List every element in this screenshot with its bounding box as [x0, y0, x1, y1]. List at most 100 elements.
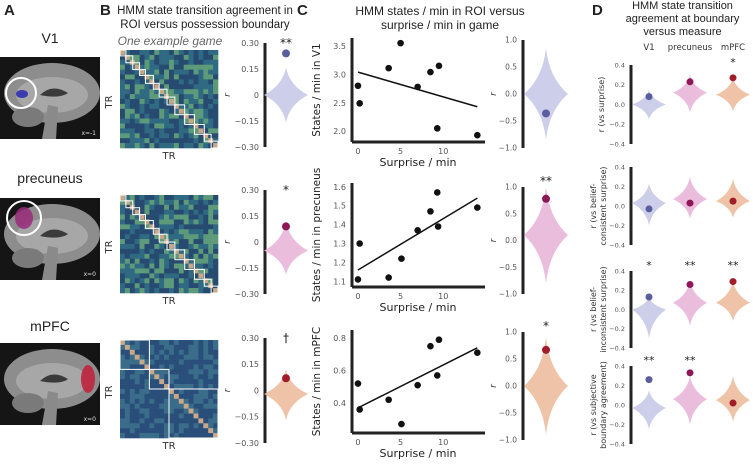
data-point	[414, 381, 421, 389]
matrix-cell	[144, 344, 150, 351]
matrix-cell	[198, 113, 204, 119]
data-point	[414, 226, 421, 234]
observed-r-dot	[645, 205, 653, 213]
matrix-cell	[203, 133, 209, 139]
matrix-cell	[120, 344, 126, 351]
matrix-cell	[188, 94, 194, 100]
matrix-cell	[178, 128, 184, 134]
matrix-cell	[213, 214, 219, 220]
matrix-cell	[213, 118, 219, 124]
matrix-cell	[139, 199, 145, 206]
matrix-cell	[129, 108, 135, 114]
brainstem	[42, 105, 58, 139]
matrix-cell	[144, 398, 150, 404]
matrix-cell	[183, 364, 189, 370]
matrix-cell	[178, 369, 184, 375]
matrix-cell	[203, 263, 209, 269]
matrix-cell	[139, 413, 145, 419]
matrix-cell	[129, 214, 135, 220]
matrix-cell	[124, 209, 131, 215]
matrix-cell	[208, 128, 214, 134]
matrix-cell	[164, 288, 170, 294]
y-tick-label: 0.8	[333, 334, 346, 343]
matrix-cell	[213, 108, 219, 114]
matrix-cell	[188, 403, 194, 409]
matrix-cell	[173, 234, 180, 240]
matrix-cell	[149, 344, 155, 351]
matrix-cell	[159, 278, 165, 284]
matrix-cell	[129, 239, 135, 245]
matrix-cell	[193, 253, 199, 259]
matrix-cell	[188, 389, 194, 395]
matrix-cell	[173, 59, 180, 65]
matrix-cell	[178, 354, 184, 360]
matrix-cell	[188, 263, 194, 269]
matrix-cell	[134, 354, 140, 360]
matrix-cell	[149, 428, 155, 434]
matrix-cell	[198, 138, 204, 144]
matrix-cell	[193, 229, 199, 235]
matrix-cell	[203, 128, 209, 134]
matrix-cell	[129, 389, 135, 395]
matrix-cell	[159, 273, 165, 279]
matrix-cell	[169, 214, 175, 220]
matrix-cell	[198, 398, 204, 404]
matrix-cell	[193, 113, 199, 119]
matrix-cell	[183, 418, 189, 424]
null-distribution-violin	[524, 337, 568, 435]
matrix-cell	[129, 263, 135, 269]
matrix-cell	[164, 253, 170, 259]
matrix-cell	[203, 418, 209, 424]
matrix-cell	[120, 408, 126, 414]
matrix-cell	[188, 423, 194, 429]
observed-r-dot	[686, 78, 694, 86]
matrix-cell	[213, 64, 219, 70]
matrix-cell	[203, 195, 209, 201]
matrix-cell	[154, 418, 160, 424]
matrix-cell	[173, 219, 180, 225]
matrix-cell	[198, 209, 204, 215]
matrix-cell	[213, 403, 219, 409]
matrix-cell	[164, 118, 170, 124]
matrix-cell	[124, 398, 131, 404]
matrix-cell	[149, 214, 155, 220]
matrix-cell	[193, 99, 199, 105]
matrix-cell	[134, 138, 140, 144]
matrix-cell	[203, 84, 209, 90]
matrix-cell	[208, 103, 214, 110]
matrix-cell	[120, 123, 126, 129]
matrix-cell	[159, 138, 165, 144]
matrix-cell	[149, 258, 155, 264]
matrix-cell	[193, 268, 199, 274]
matrix-cell	[173, 408, 180, 414]
matrix-cell	[154, 258, 160, 264]
matrix-cell	[159, 359, 165, 365]
matrix-cell	[188, 204, 194, 210]
matrix-cell	[173, 209, 180, 215]
matrix-cell	[134, 253, 140, 259]
matrix-cell	[149, 103, 155, 110]
matrix-cell	[129, 248, 135, 255]
null-distribution-violin	[673, 280, 707, 326]
matrix-cell	[159, 248, 165, 255]
matrix-cell	[154, 278, 160, 284]
y-tick-label: −0.4	[609, 344, 625, 352]
matrix-cell	[124, 384, 131, 390]
matrix-cell	[173, 50, 180, 56]
matrix-cell	[120, 59, 126, 65]
matrix-cell	[139, 340, 145, 346]
observed-r-dot	[686, 199, 694, 207]
matrix-cell	[144, 74, 150, 80]
matrix-cell	[120, 418, 126, 424]
y-tick-label: 2.0	[333, 127, 346, 136]
matrix-cell	[149, 354, 155, 360]
transition-matrix-v1: TR TR	[104, 49, 219, 162]
matrix-cell	[203, 403, 209, 409]
matrix-cell	[213, 74, 219, 80]
panel-d-row-1: 0.4 0.2 0.0 −0.2 −0.4r (vs surprise) *	[597, 56, 750, 148]
matrix-cell	[120, 118, 126, 124]
matrix-cell	[164, 374, 170, 380]
event-boundary-box	[166, 96, 176, 106]
matrix-cell	[198, 389, 204, 395]
matrix-cell	[124, 248, 131, 255]
